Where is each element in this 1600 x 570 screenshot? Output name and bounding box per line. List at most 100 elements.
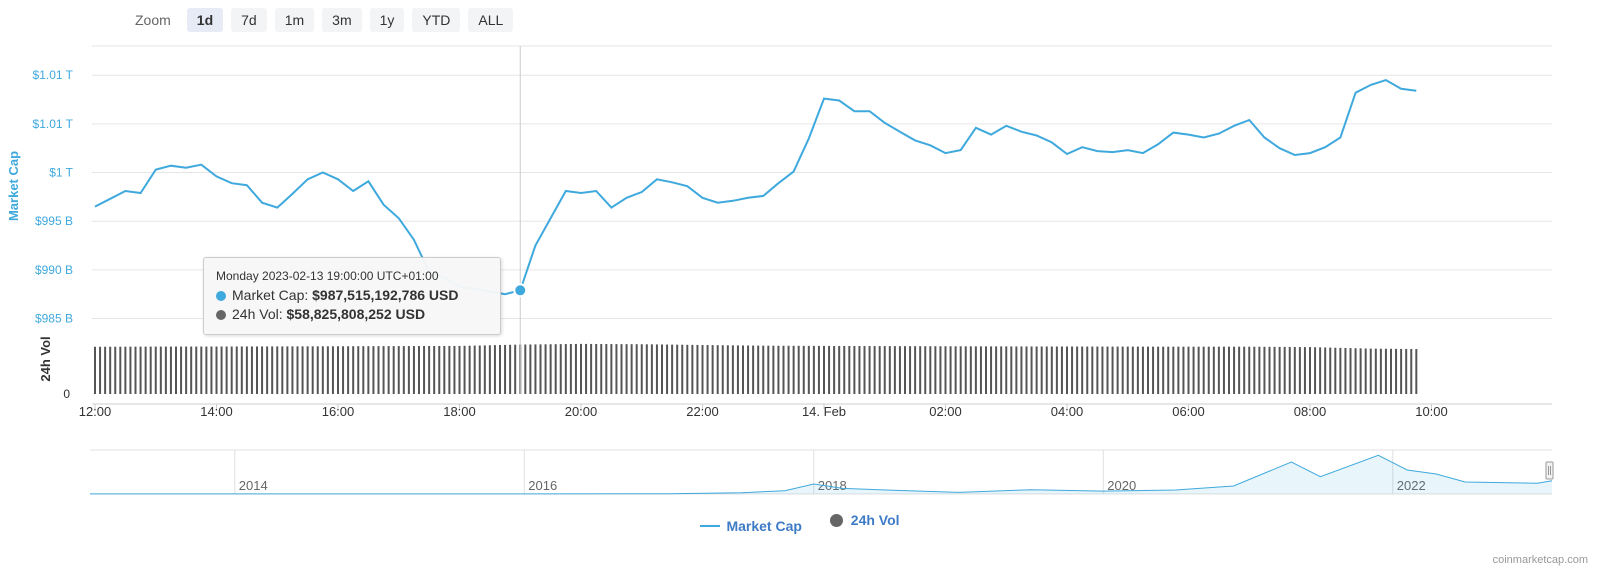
volume-bar	[281, 346, 284, 394]
volume-bar	[463, 345, 466, 394]
volume-bar	[924, 346, 927, 394]
navigator-handle[interactable]	[1545, 461, 1554, 480]
volume-bar	[109, 346, 112, 394]
volume-bar	[585, 343, 588, 394]
volume-bar	[559, 344, 562, 394]
volume-bar	[838, 345, 841, 394]
volume-bar	[1354, 348, 1357, 394]
volume-bar	[620, 344, 623, 394]
volume-bar	[311, 346, 314, 394]
legend-item-volume[interactable]: 24h Vol	[829, 512, 900, 528]
volume-bar	[185, 346, 188, 394]
navigator[interactable]: 2014 2016 2018 2020 2022	[90, 449, 1554, 495]
volume-bar	[747, 345, 750, 394]
volume-bar	[742, 345, 744, 394]
volume-bar	[357, 346, 360, 394]
credit-link[interactable]: coinmarketcap.com	[1492, 554, 1588, 566]
volume-bar	[580, 343, 582, 394]
volume-bar	[230, 346, 233, 394]
volume-bar	[1283, 346, 1286, 394]
navigator-area	[90, 455, 1552, 494]
volume-bar	[883, 346, 886, 394]
volume-bar	[443, 345, 446, 394]
volume-bar	[134, 346, 137, 394]
volume-bar	[1319, 347, 1322, 394]
volume-bar	[1212, 346, 1215, 394]
volume-bar	[873, 346, 876, 394]
volume-bar	[418, 346, 420, 394]
volume-bar	[412, 346, 415, 394]
zoom-3m-button[interactable]: 3m	[322, 8, 362, 32]
volume-bar	[1162, 346, 1165, 394]
volume-bar	[387, 346, 390, 394]
volume-bar	[1116, 346, 1119, 394]
volume-bar	[681, 344, 684, 394]
volume-bar	[1273, 346, 1276, 394]
volume-bar	[812, 345, 815, 394]
navigator-line	[90, 454, 1553, 495]
volume-bar	[706, 345, 709, 394]
volume-bar	[787, 345, 790, 394]
zoom-all-button[interactable]: ALL	[468, 8, 514, 32]
volume-bar	[772, 345, 775, 394]
tooltip-volume-row: 24h Vol: $58,825,808,252 USD	[216, 306, 425, 322]
zoom-1m-button[interactable]: 1m	[274, 8, 315, 32]
tooltip: Monday 2023-02-13 19:00:00 UTC+01:00 Mar…	[203, 257, 501, 335]
market-cap-axis: $985 B $990 B $995 B $1 T $1.01 T $1.01 T	[33, 68, 74, 325]
volume-bar	[215, 346, 218, 394]
volume-bar	[529, 344, 532, 394]
volume-bar	[1152, 346, 1155, 394]
market-cap-line	[94, 79, 1417, 296]
volume-bar	[823, 345, 825, 394]
volume-bar	[321, 346, 324, 394]
volume-bar	[1314, 347, 1317, 394]
volume-bar	[590, 343, 593, 394]
volume-bar	[1025, 346, 1028, 394]
market-cap-chart[interactable]: $985 B $990 B $995 B $1 T $1.01 T $1.01 T Mar…	[0, 0, 1600, 510]
time-tick-label: 04:00	[1051, 404, 1084, 419]
volume-bar	[1233, 346, 1236, 394]
volume-bar	[493, 345, 496, 394]
volume-bar	[1268, 346, 1271, 394]
zoom-1y-button[interactable]: 1y	[369, 8, 405, 32]
zoom-1d-button[interactable]: 1d	[186, 8, 224, 32]
volume-bar	[1121, 346, 1124, 394]
volume-bar	[154, 346, 157, 394]
legend-volume-label: 24h Vol	[850, 512, 900, 528]
volume-bar	[655, 344, 658, 394]
volume-bar	[352, 346, 355, 394]
volume-bar	[990, 346, 993, 394]
time-tick-label: 14. Feb	[802, 404, 846, 419]
volume-bar	[1374, 348, 1377, 394]
volume-bar	[691, 344, 694, 394]
volume-bar	[782, 345, 785, 394]
volume-bar	[1111, 346, 1114, 394]
volume-bar	[1263, 346, 1266, 394]
volume-bar	[286, 346, 289, 394]
zoom-7d-button[interactable]: 7d	[231, 8, 267, 32]
volume-bar	[985, 346, 987, 394]
volume-bar	[721, 345, 724, 394]
volume-bar	[200, 346, 203, 394]
volume-bar	[1238, 346, 1241, 394]
legend-item-market-cap[interactable]: Market Cap	[700, 518, 802, 534]
volume-bar	[433, 345, 436, 394]
volume-bar	[686, 344, 689, 394]
volume-bar	[499, 345, 501, 394]
volume-bar	[1410, 348, 1413, 394]
dot-swatch-icon	[829, 513, 843, 527]
tooltip-market-cap-value: $987,515,192,786 USD	[312, 287, 459, 303]
zoom-ytd-button[interactable]: YTD	[412, 8, 461, 32]
volume-bar	[904, 346, 906, 394]
volume-bar	[893, 346, 896, 394]
volume-bar	[650, 344, 653, 394]
volume-bar	[731, 345, 734, 394]
volume-bar	[453, 345, 456, 394]
volume-bar	[1390, 348, 1392, 394]
volume-bar	[1192, 346, 1195, 394]
volume-bar	[240, 346, 243, 394]
volume-bar	[716, 345, 719, 394]
volume-bar	[797, 345, 800, 394]
time-axis: 12:00 14:00 16:00 18:00 20:00 22:00 14. Feb 02:…	[79, 404, 1448, 419]
volume-bar	[1157, 346, 1160, 394]
